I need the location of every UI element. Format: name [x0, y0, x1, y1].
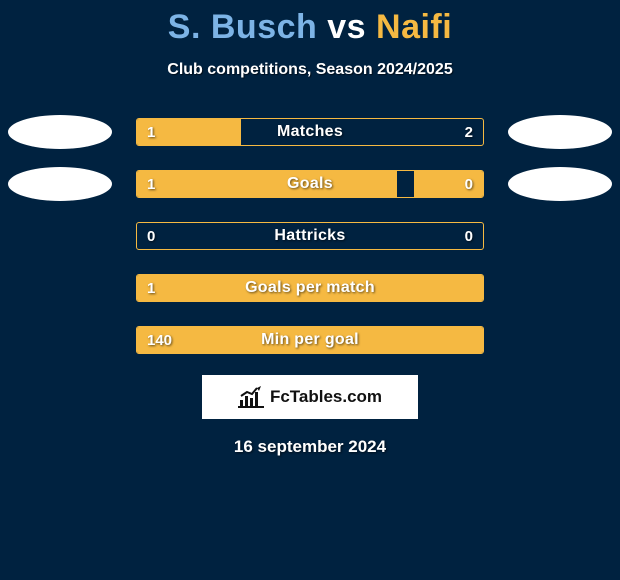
brand-badge[interactable]: FcTables.com [202, 375, 418, 419]
stat-row: 12Matches [0, 115, 620, 149]
avatar-spacer [508, 219, 612, 253]
footer-date: 16 september 2024 [0, 437, 620, 457]
stat-bar: 1Goals per match [136, 274, 484, 302]
stat-label: Goals [137, 171, 483, 197]
stat-label: Goals per match [137, 275, 483, 301]
player1-name: S. Busch [168, 8, 317, 46]
stat-bar: 12Matches [136, 118, 484, 146]
avatar-spacer [508, 323, 612, 357]
avatar-spacer [8, 323, 112, 357]
brand-text: FcTables.com [270, 387, 382, 407]
stat-bar: 00Hattricks [136, 222, 484, 250]
avatar-spacer [8, 219, 112, 253]
comparison-title: S. Busch vs Naifi [0, 0, 620, 47]
avatar-spacer [508, 271, 612, 305]
stat-row: 140Min per goal [0, 323, 620, 357]
player1-avatar [8, 115, 112, 149]
stat-label: Matches [137, 119, 483, 145]
brand-chart-icon [238, 386, 264, 408]
stats-container: 12Matches 10Goals 00Hattricks 1Goals per ma… [0, 115, 620, 357]
stat-label: Hattricks [137, 223, 483, 249]
stat-bar: 140Min per goal [136, 326, 484, 354]
subtitle: Club competitions, Season 2024/2025 [0, 61, 620, 79]
stat-bar: 10Goals [136, 170, 484, 198]
player1-avatar [8, 167, 112, 201]
stat-label: Min per goal [137, 327, 483, 353]
stat-row: 1Goals per match [0, 271, 620, 305]
vs-text: vs [327, 8, 366, 46]
player2-avatar [508, 167, 612, 201]
player2-avatar [508, 115, 612, 149]
stat-row: 00Hattricks [0, 219, 620, 253]
player2-name: Naifi [376, 8, 452, 46]
stat-row: 10Goals [0, 167, 620, 201]
avatar-spacer [8, 271, 112, 305]
